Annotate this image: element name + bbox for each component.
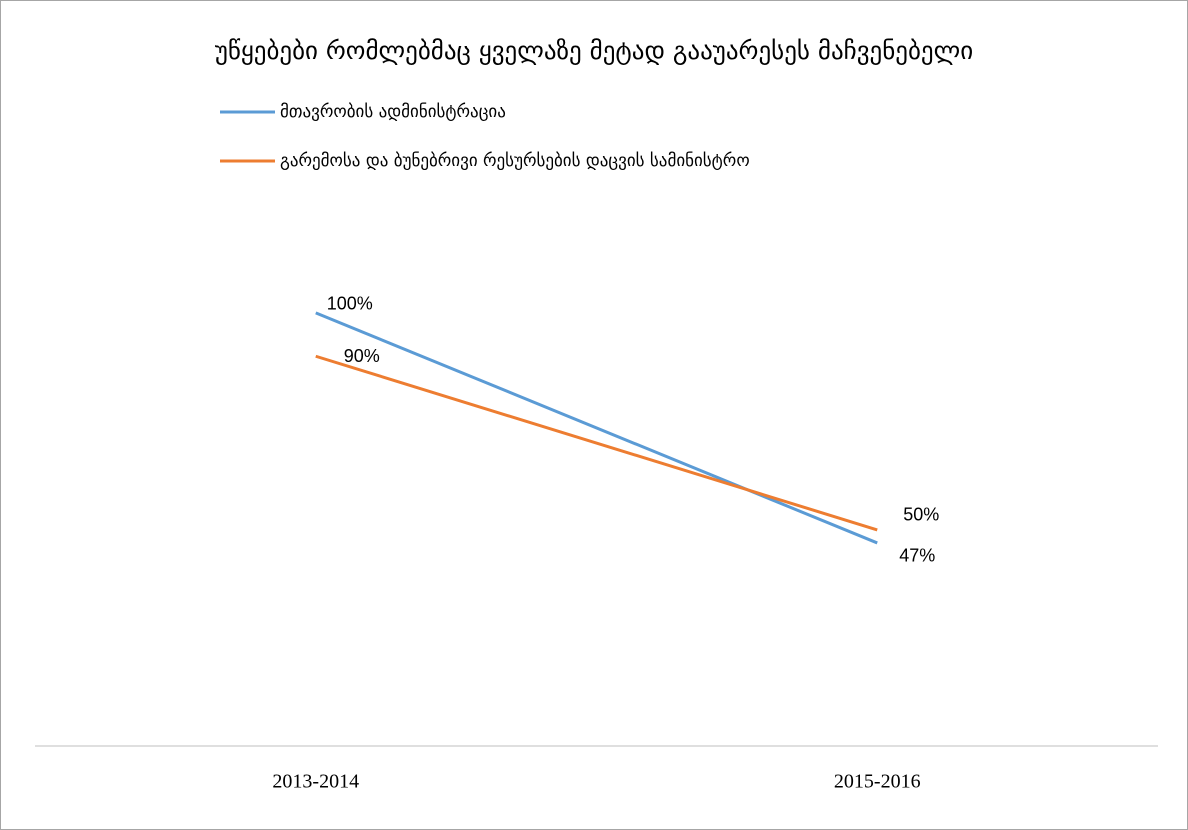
series-line	[315, 311, 878, 545]
x-tick-label: 2015-2016	[834, 771, 921, 793]
chart-title: უწყებები რომლებმაც ყველაზე მეტად გააუარე…	[215, 36, 973, 65]
data-label: 47%	[899, 546, 935, 566]
legend-label: მთავრობის ადმინისტრაცია	[280, 102, 506, 122]
data-label: 90%	[344, 346, 380, 366]
x-tick-label: 2013-2014	[272, 771, 359, 793]
series-line	[315, 354, 878, 532]
legend-label: გარემოსა და ბუნებრივი რესურსების დაცვის …	[280, 151, 750, 171]
data-label: 50%	[903, 505, 939, 525]
data-label: 100%	[327, 294, 373, 314]
